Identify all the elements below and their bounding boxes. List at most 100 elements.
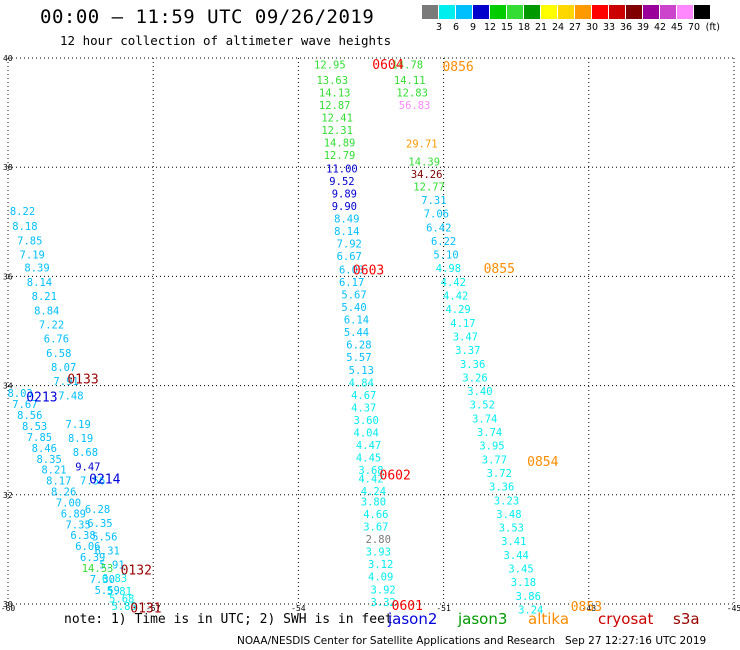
color-swatch <box>422 5 439 19</box>
swh-value: 5.13 <box>349 365 374 377</box>
swh-value: 5.85 <box>112 601 137 613</box>
swh-value: 7.85 <box>27 432 52 444</box>
legend-jason2: jason2 <box>388 610 438 628</box>
page-title: 00:00 – 11:59 UTC 09/26/2019 <box>40 6 375 28</box>
swh-value: 3.36 <box>460 359 485 371</box>
swh-value: 3.92 <box>370 584 395 596</box>
swh-value: 8.14 <box>334 226 359 238</box>
color-swatch <box>507 5 524 19</box>
swh-value: 3.72 <box>487 468 512 480</box>
swh-value: 3.26 <box>462 372 487 384</box>
swh-value: 4.42 <box>358 473 383 485</box>
swh-value: 3.48 <box>496 509 521 521</box>
swh-value: 7.56 <box>80 476 105 488</box>
pass-time-label: 0213 <box>26 391 57 406</box>
color-swatch <box>592 5 609 19</box>
y-tick-label: 34 <box>3 382 13 391</box>
swh-value: 6.67 <box>337 251 362 263</box>
swh-value: 8.19 <box>68 433 93 445</box>
swh-value: 8.49 <box>334 214 359 226</box>
swh-value: 8.14 <box>27 277 52 289</box>
swh-value: 4.17 <box>450 318 475 330</box>
y-tick-label: 36 <box>3 272 13 281</box>
swh-value: 3.68 <box>358 465 383 477</box>
swh-value: 56.83 <box>399 100 431 112</box>
swh-value: 6.31 <box>95 545 120 557</box>
color-swatch <box>626 5 643 19</box>
swh-value: 12.77 <box>413 181 445 193</box>
color-scale-label: 24 <box>551 22 565 33</box>
color-scale-label: 18 <box>517 22 531 33</box>
y-tick-label: 40 <box>3 54 13 63</box>
swh-value: 7.06 <box>424 209 449 221</box>
color-swatch <box>575 5 592 19</box>
swh-value: 8.84 <box>34 305 59 317</box>
swh-value: 12.95 <box>314 60 346 72</box>
swh-value: 12.83 <box>396 87 428 99</box>
swh-value: 3.45 <box>508 564 533 576</box>
color-swatch <box>490 5 507 19</box>
swh-value: 3.41 <box>501 536 526 548</box>
swh-value: 3.40 <box>467 386 492 398</box>
swh-value: 4.37 <box>351 402 376 414</box>
color-scale-unit: (ft) <box>705 22 720 33</box>
swh-value: 6.42 <box>426 222 451 234</box>
swh-value: 3.24 <box>518 604 543 616</box>
color-scale-label: 21 <box>534 22 548 33</box>
swh-value: 4.84 <box>349 377 374 389</box>
color-swatch <box>643 5 660 19</box>
swh-value: 3.53 <box>499 523 524 535</box>
credit-line: NOAA/NESDIS Center for Satellite Applica… <box>237 635 707 647</box>
swh-value: 3.44 <box>504 550 529 562</box>
swh-value: 4.24 <box>361 486 386 498</box>
swh-value: 8.26 <box>51 487 76 499</box>
x-tick-label: -48 <box>582 604 597 613</box>
color-scale-label: 36 <box>619 22 633 33</box>
pass-time-label: 0854 <box>527 455 558 470</box>
color-scale-label: 9 <box>469 22 477 33</box>
swh-value: 3.37 <box>455 345 480 357</box>
swh-value: 8.07 <box>51 362 76 374</box>
swh-value: 12.87 <box>319 100 351 112</box>
color-swatch <box>660 5 677 19</box>
swh-value: 13.63 <box>316 75 348 87</box>
swh-value: 3.47 <box>453 331 478 343</box>
swh-value: 5.10 <box>433 250 458 262</box>
swh-value: 5.44 <box>344 327 369 339</box>
color-swatch <box>524 5 541 19</box>
swh-value: 8.46 <box>32 443 57 455</box>
swh-value: 6.17 <box>339 277 364 289</box>
swh-value: 7.22 <box>39 319 64 331</box>
y-tick-label: 38 <box>3 163 13 172</box>
swh-value: 3.67 <box>363 521 388 533</box>
swh-value: 6.38 <box>70 530 95 542</box>
y-tick-label: 30 <box>3 600 13 609</box>
swh-value: 6.76 <box>44 334 69 346</box>
swh-value: 4.04 <box>354 428 379 440</box>
swh-value: 4.98 <box>436 263 461 275</box>
color-scale-label: 30 <box>585 22 599 33</box>
swh-value: 7.19 <box>20 250 45 262</box>
swh-value: 2.80 <box>366 534 391 546</box>
swh-value: 5.91 <box>99 560 124 572</box>
pass-time-label: 0602 <box>380 469 411 484</box>
y-tick-label: 32 <box>3 491 13 500</box>
swh-value: 6.35 <box>87 518 112 530</box>
swh-value: 7.85 <box>17 235 42 247</box>
swh-value: 3.86 <box>516 591 541 603</box>
swh-value: 7.00 <box>56 497 81 509</box>
swh-value: 8.68 <box>73 447 98 459</box>
color-swatch <box>558 5 575 19</box>
swh-value: 4.29 <box>445 304 470 316</box>
swh-value: 3.77 <box>482 454 507 466</box>
swh-value: 14.53 <box>82 563 114 575</box>
pass-time-label: 0131 <box>130 601 161 616</box>
swh-value: 8.21 <box>32 291 57 303</box>
swh-value: 4.45 <box>356 453 381 465</box>
swh-value: 8.17 <box>46 476 71 488</box>
color-scale-label: 3 <box>435 22 443 33</box>
swh-value: 7.30 <box>90 574 115 586</box>
swh-value: 6.22 <box>431 236 456 248</box>
swh-value: 8.22 <box>10 206 35 218</box>
